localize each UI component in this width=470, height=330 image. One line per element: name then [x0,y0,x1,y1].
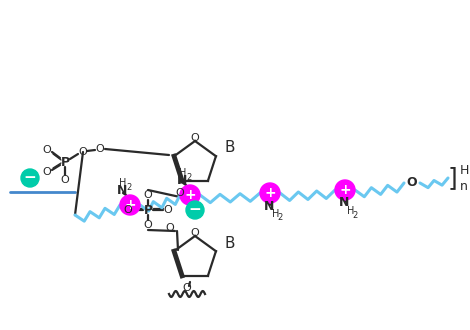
Text: O: O [183,283,191,293]
Text: O: O [61,175,70,185]
Text: n: n [460,180,468,192]
Text: N: N [264,200,274,213]
Circle shape [120,195,140,215]
Circle shape [186,201,204,219]
Text: +: + [339,183,351,197]
Text: +: + [184,188,196,202]
Text: ]: ] [448,166,458,190]
Text: O: O [43,167,51,177]
Text: O: O [78,147,87,157]
Text: O: O [176,188,184,198]
Text: N: N [339,196,349,210]
Text: O: O [43,145,51,155]
Text: O: O [144,190,152,200]
Text: O: O [407,177,417,189]
Text: H: H [459,164,469,178]
Text: O: O [124,205,133,215]
Text: +: + [264,186,276,200]
Text: O: O [144,220,152,230]
Text: 2: 2 [126,182,132,191]
Text: O: O [191,228,199,238]
Text: 2: 2 [277,214,282,222]
Text: +: + [124,198,136,212]
Text: −: − [24,171,36,185]
Text: N: N [177,175,187,187]
Text: P: P [143,204,153,216]
Text: O: O [95,144,104,154]
Text: H: H [180,168,187,178]
Circle shape [335,180,355,200]
Text: 2: 2 [352,211,358,219]
Text: H: H [272,209,280,219]
Text: B: B [225,236,235,250]
Text: B: B [225,141,235,155]
Circle shape [21,169,39,187]
Text: H: H [119,178,127,188]
Text: O: O [164,205,172,215]
Text: N: N [117,184,127,197]
Circle shape [180,185,200,205]
Text: P: P [61,155,70,169]
Text: −: − [188,203,201,217]
Text: O: O [165,223,174,233]
Text: H: H [347,206,355,216]
Text: O: O [191,133,199,143]
Text: 2: 2 [187,173,192,182]
Circle shape [260,183,280,203]
